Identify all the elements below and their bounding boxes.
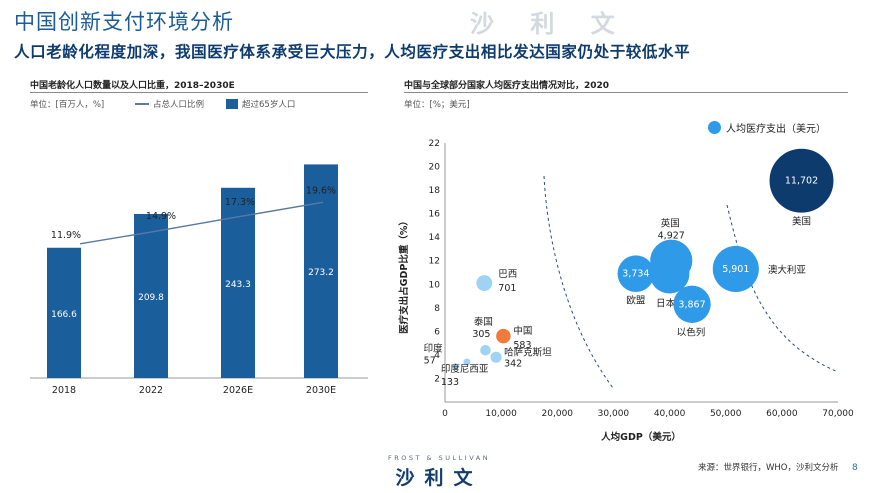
bubble-以色列 <box>673 285 711 323</box>
y-tick-label: 10 <box>429 280 441 290</box>
bubble-value-label: 583 <box>513 340 531 351</box>
bubble-value-label: 305 <box>472 329 490 340</box>
x-tick-label: 50,000 <box>710 409 742 419</box>
bubble-name-label: 英国 <box>661 218 680 230</box>
x-tick-label: 2030E <box>306 385 336 396</box>
right-chart-legend: 人均医疗支出（美元） <box>708 120 826 135</box>
x-tick-label: 2018 <box>52 385 76 396</box>
y-tick-label: 14 <box>429 233 441 243</box>
left-panel-divider <box>30 92 368 93</box>
y-tick-label: 6 <box>434 327 440 337</box>
bubble-name-label: 以色列 <box>677 326 706 338</box>
legend-bar-swatch <box>226 99 239 109</box>
footer-logo: FROST & SULLIVAN 沙利文 <box>388 454 490 490</box>
left-chart-title: 中国老龄化人口数量以及人口比重，2018–2030E <box>30 81 235 91</box>
bubble-name-label: 印度 <box>424 343 444 355</box>
watermark-logo: 沙 利 文 <box>470 10 629 38</box>
bubble-name-label: 日本 <box>656 298 676 310</box>
bubble-美国 <box>768 147 835 214</box>
bubble-value-label: 4,927 <box>658 231 685 242</box>
x-axis-title: 人均GDP（美元） <box>601 431 681 443</box>
bubble-value-label: 3,734 <box>622 269 649 280</box>
legend-bubble-label: 人均医疗支出（美元） <box>726 124 826 135</box>
footer-logo-english: FROST & SULLIVAN <box>388 454 491 462</box>
bar-2030E <box>304 164 338 378</box>
legend-line-label: 占总人口比例 <box>153 100 205 110</box>
bubble-value-label: 57 <box>424 356 436 367</box>
bubble-澳大利亚 <box>712 245 759 293</box>
bubble-欧盟 <box>617 255 655 293</box>
bar-value-label: 209.8 <box>138 293 164 303</box>
bubble-印度 <box>452 363 459 370</box>
bubble-巴西 <box>476 275 493 292</box>
page-number: 8 <box>852 463 858 473</box>
x-tick-label: 10,000 <box>485 409 517 419</box>
y-axis-title: 医疗支出占GDP比重（%） <box>398 216 410 334</box>
iso-curve-low <box>543 175 614 389</box>
bubble-印度尼西亚 <box>463 358 471 366</box>
bar-2022 <box>134 213 168 378</box>
y-tick-label: 12 <box>429 257 440 267</box>
bubble-泰国 <box>480 344 491 356</box>
bubble-name-label: 中国 <box>513 325 532 337</box>
bar-2018 <box>47 247 81 378</box>
bubble-name-label: 泰国 <box>474 316 493 328</box>
right-panel-divider <box>404 92 848 93</box>
x-tick-label: 2022 <box>139 385 163 396</box>
right-chart-title: 中国与全球部分国家人均医疗支出情况对比，2020 <box>404 81 610 91</box>
bubble-name-label: 澳大利亚 <box>768 264 807 276</box>
bubble-value-label: 342 <box>504 358 522 369</box>
x-tick-label: 2026E <box>223 385 253 396</box>
left-chart-legend: 占总人口比例 超过65岁人口 <box>135 98 295 110</box>
x-tick-label: 40,000 <box>654 409 686 419</box>
bubble-name-label: 巴西 <box>498 269 517 280</box>
percentage-line <box>79 201 324 245</box>
y-tick-label: 22 <box>429 139 440 149</box>
bubble-value-label: 133 <box>441 377 459 388</box>
bubble-value-label: 701 <box>498 283 516 294</box>
legend-bubble-swatch <box>708 121 721 134</box>
source-note: 来源：世界银行，WHO，沙利文分析 <box>698 463 839 473</box>
legend-bar-label: 超过65岁人口 <box>242 100 296 110</box>
bubble-value-label: 11,702 <box>785 176 818 187</box>
bubble-name-label: 印度尼西亚 <box>441 363 489 375</box>
y-tick-label: 4 <box>434 351 440 361</box>
y-tick-label: 2 <box>434 374 440 384</box>
x-tick-label: 0 <box>442 409 448 419</box>
page-subtitle: 人口老龄化程度加深，我国医疗体系承受巨大压力，人均医疗支出相比发达国家仍处于较低… <box>14 43 691 61</box>
y-tick-label: 20 <box>429 163 441 173</box>
bar-value-label: 243.3 <box>225 280 251 290</box>
bubble-value-label: 3,867 <box>678 299 705 310</box>
bubble-哈萨克斯坦 <box>490 351 502 363</box>
legend-line-swatch <box>135 103 149 105</box>
y-tick-label: 16 <box>429 210 441 220</box>
y-tick-label: 8 <box>434 304 440 314</box>
x-tick-label: 30,000 <box>598 409 630 419</box>
x-tick-label: 20,000 <box>542 409 574 419</box>
x-tick-label: 60,000 <box>766 409 798 419</box>
bubble-中国 <box>496 328 511 344</box>
bubble-name-label: 美国 <box>792 216 811 228</box>
bubble-name-label: 欧盟 <box>626 295 646 307</box>
bar-value-label: 166.6 <box>51 310 77 320</box>
percentage-label: 14.9% <box>146 211 176 222</box>
percentage-label: 11.9% <box>51 230 81 241</box>
y-tick-label: 18 <box>429 186 441 196</box>
right-chart-unit: 单位：[%；美元] <box>404 100 470 110</box>
percentage-label: 17.3% <box>225 197 255 208</box>
page-title: 中国创新支付环境分析 <box>14 10 234 34</box>
bubble-name-label: 哈萨克斯坦 <box>504 346 552 358</box>
footer-logo-chinese: 沙利文 <box>395 467 483 489</box>
percentage-label: 19.6% <box>306 185 336 196</box>
left-chart-unit: 单位：[百万人，%] <box>30 100 105 110</box>
x-tick-label: 70,000 <box>822 409 854 419</box>
bar-value-label: 273.2 <box>308 268 334 278</box>
bubble-value-label: 5,901 <box>722 264 749 275</box>
bubble-英国 <box>650 239 693 282</box>
